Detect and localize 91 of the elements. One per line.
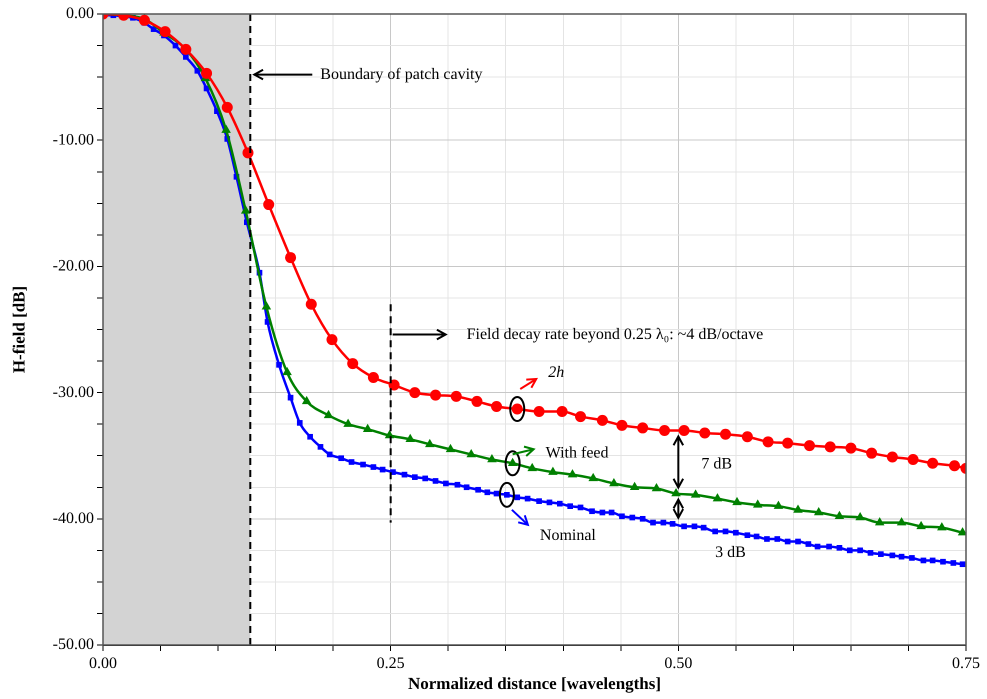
point xyxy=(874,517,884,526)
annotation: 3 dB xyxy=(715,544,746,562)
point xyxy=(958,527,966,536)
point xyxy=(263,199,274,210)
x-axis-title: Normalized distance [wavelengths] xyxy=(408,674,662,694)
point xyxy=(855,512,865,520)
point xyxy=(575,411,586,422)
point xyxy=(742,431,753,442)
point xyxy=(916,520,926,530)
y-tick-label: 0.00 xyxy=(66,5,94,22)
point xyxy=(405,434,415,442)
point xyxy=(793,504,803,513)
point xyxy=(834,510,844,520)
point xyxy=(609,478,619,486)
legend-label: 2h xyxy=(548,364,564,382)
point xyxy=(752,499,762,508)
y-tick-label: -40.00 xyxy=(52,510,94,528)
point xyxy=(927,458,938,469)
point xyxy=(690,489,700,498)
point xyxy=(896,517,906,526)
point xyxy=(948,460,960,472)
point xyxy=(138,14,150,26)
point xyxy=(699,427,710,438)
y-tick-label: -30.00 xyxy=(52,384,94,401)
point xyxy=(548,466,558,475)
point xyxy=(908,454,919,465)
point xyxy=(637,422,648,434)
point xyxy=(343,418,353,427)
point xyxy=(450,390,462,402)
point xyxy=(388,380,400,391)
point xyxy=(774,500,784,509)
point xyxy=(362,424,372,432)
legend-label: With feed xyxy=(546,444,609,462)
point xyxy=(221,124,231,133)
point xyxy=(201,68,212,79)
point xyxy=(430,390,442,401)
x-tick-label: 0.00 xyxy=(89,654,117,672)
point xyxy=(712,493,722,502)
point xyxy=(306,298,317,310)
point xyxy=(466,448,476,458)
y-axis-title: H-field [dB] xyxy=(10,286,29,374)
point xyxy=(491,400,502,412)
point xyxy=(720,428,732,440)
point xyxy=(534,406,545,418)
x-tick-label: 0.50 xyxy=(664,654,692,672)
point xyxy=(762,436,774,448)
point xyxy=(937,522,947,530)
point xyxy=(368,372,379,383)
x-tick-label: 0.25 xyxy=(376,654,405,672)
point xyxy=(487,454,497,462)
point xyxy=(616,420,628,431)
point xyxy=(262,301,272,310)
point xyxy=(409,387,420,398)
point xyxy=(732,496,742,506)
point xyxy=(866,448,878,459)
point xyxy=(804,440,816,452)
y-tick-label: -20.00 xyxy=(52,258,94,275)
point xyxy=(671,488,681,496)
point xyxy=(845,442,856,454)
point xyxy=(282,366,292,376)
point xyxy=(568,469,578,478)
point xyxy=(302,396,312,404)
point xyxy=(596,414,608,426)
ref-line-label: Boundary of patch cavity xyxy=(320,66,482,83)
point xyxy=(446,444,456,452)
point xyxy=(240,205,250,214)
point xyxy=(886,451,898,462)
point xyxy=(285,252,296,264)
point xyxy=(556,406,568,418)
point xyxy=(652,483,662,492)
point xyxy=(814,506,824,516)
point xyxy=(527,462,537,472)
annotation: 7 dB xyxy=(701,456,732,473)
point xyxy=(324,410,334,418)
point xyxy=(347,358,358,370)
point xyxy=(588,472,598,482)
point xyxy=(326,334,338,346)
point xyxy=(659,424,670,436)
annotation: Field decay rate beyond 0.25 λ₀: ~4 dB/octave xyxy=(466,326,764,343)
point xyxy=(222,102,233,113)
x-tick-label: 0.75 xyxy=(952,654,980,672)
point xyxy=(180,44,192,55)
point xyxy=(425,438,435,448)
point xyxy=(471,396,482,407)
series-label: Nominal xyxy=(540,527,596,544)
point xyxy=(824,441,836,452)
point xyxy=(678,424,690,436)
y-tick-label: -10.00 xyxy=(52,131,94,148)
y-tick-label: -50.00 xyxy=(52,636,94,654)
point xyxy=(630,482,640,490)
point xyxy=(782,438,794,449)
